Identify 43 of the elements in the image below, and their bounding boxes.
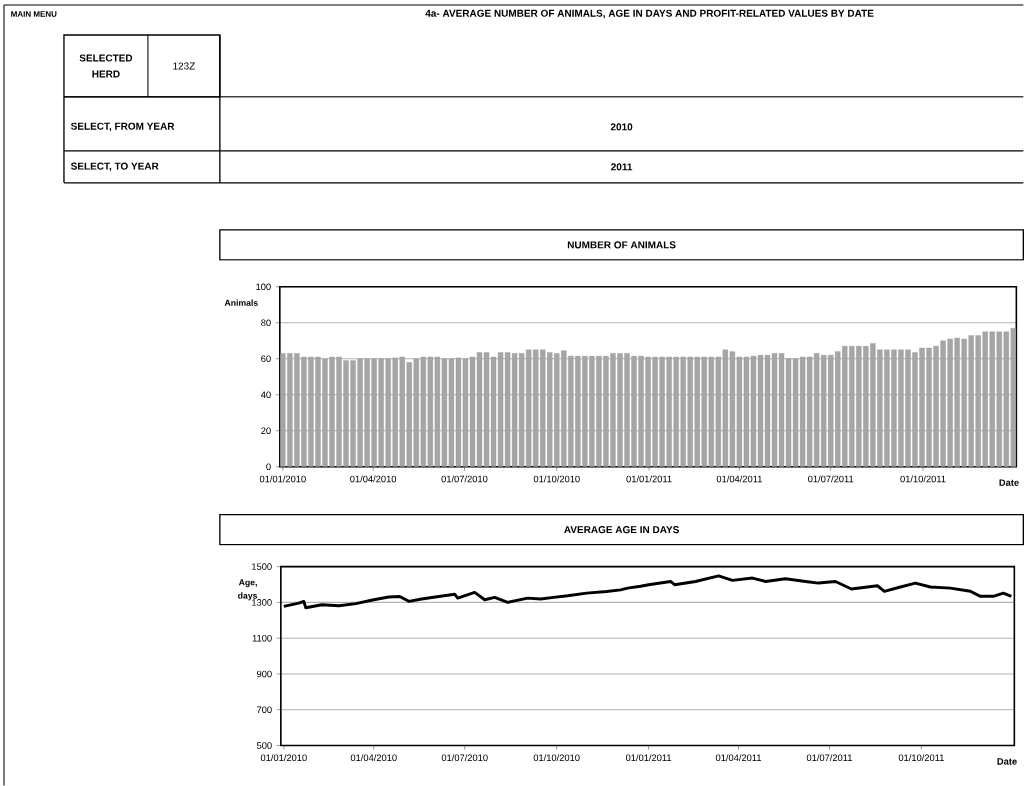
y-tick-label: 60 — [261, 355, 271, 363]
chart-subtitle: NUMBER OF ANIMALS — [567, 241, 676, 249]
x-tick-label: 01/07/2011 — [806, 754, 852, 762]
x-tick-label: 01/07/2011 — [808, 475, 854, 483]
chart-title: 4a- AVERAGE NUMBER OF ANIMALS, AGE IN DAYS AND PROFIT-RELATED VALUES BY DATE — [425, 9, 874, 19]
chart-title: AVERAGE AGE IN DAYS — [564, 526, 679, 534]
y-tick-label: 20 — [261, 427, 271, 435]
x-tick-label: 01/01/2010 — [259, 475, 306, 483]
y-tick-label: 500 — [256, 742, 272, 749]
x-tick-label: 01/01/2010 — [260, 754, 307, 762]
text: SELECTED HERD — [79, 54, 133, 78]
text: 2011 — [611, 163, 633, 171]
text: SELECT, FROM YEAR — [70, 122, 175, 132]
y-axis-title: Animals — [224, 299, 258, 306]
x-tick-label: 01/07/2010 — [441, 754, 488, 762]
x-tick-label: 01/01/2011 — [626, 475, 672, 483]
x-tick-label: 01/10/2011 — [898, 754, 944, 762]
text: MAIN MENU — [11, 11, 57, 17]
y-tick-label: 0 — [266, 463, 271, 470]
text: 123Z — [173, 62, 195, 70]
x-axis-title: Date — [999, 479, 1019, 486]
x-tick-label: 01/04/2010 — [350, 475, 397, 483]
y-tick-label: 1500 — [252, 563, 272, 570]
text: SELECT, TO YEAR — [70, 162, 159, 172]
y-tick-label: 700 — [257, 706, 272, 714]
x-tick-label: 01/04/2010 — [350, 754, 397, 762]
y-tick-label: 100 — [256, 283, 271, 291]
line-series — [282, 574, 1013, 610]
y-tick-label: 1300 — [252, 599, 272, 606]
x-tick-label: 01/04/2011 — [715, 754, 762, 762]
y-tick-label: 80 — [261, 319, 271, 327]
x-tick-label: 01/10/2010 — [533, 475, 580, 483]
y-tick-label: 40 — [260, 391, 271, 399]
x-tick-label: 01/04/2011 — [716, 475, 762, 483]
x-tick-label: 01/10/2011 — [900, 475, 946, 483]
y-axis-title: Age, days — [238, 579, 258, 601]
y-tick-label: 1100 — [252, 634, 272, 642]
x-tick-label: 01/10/2010 — [533, 754, 580, 762]
text: 2010 — [610, 123, 633, 131]
x-tick-label: 01/01/2011 — [625, 754, 672, 762]
x-axis-title: Date — [997, 758, 1017, 765]
y-tick-label: 900 — [256, 670, 272, 678]
x-tick-label: 01/07/2010 — [441, 475, 488, 483]
